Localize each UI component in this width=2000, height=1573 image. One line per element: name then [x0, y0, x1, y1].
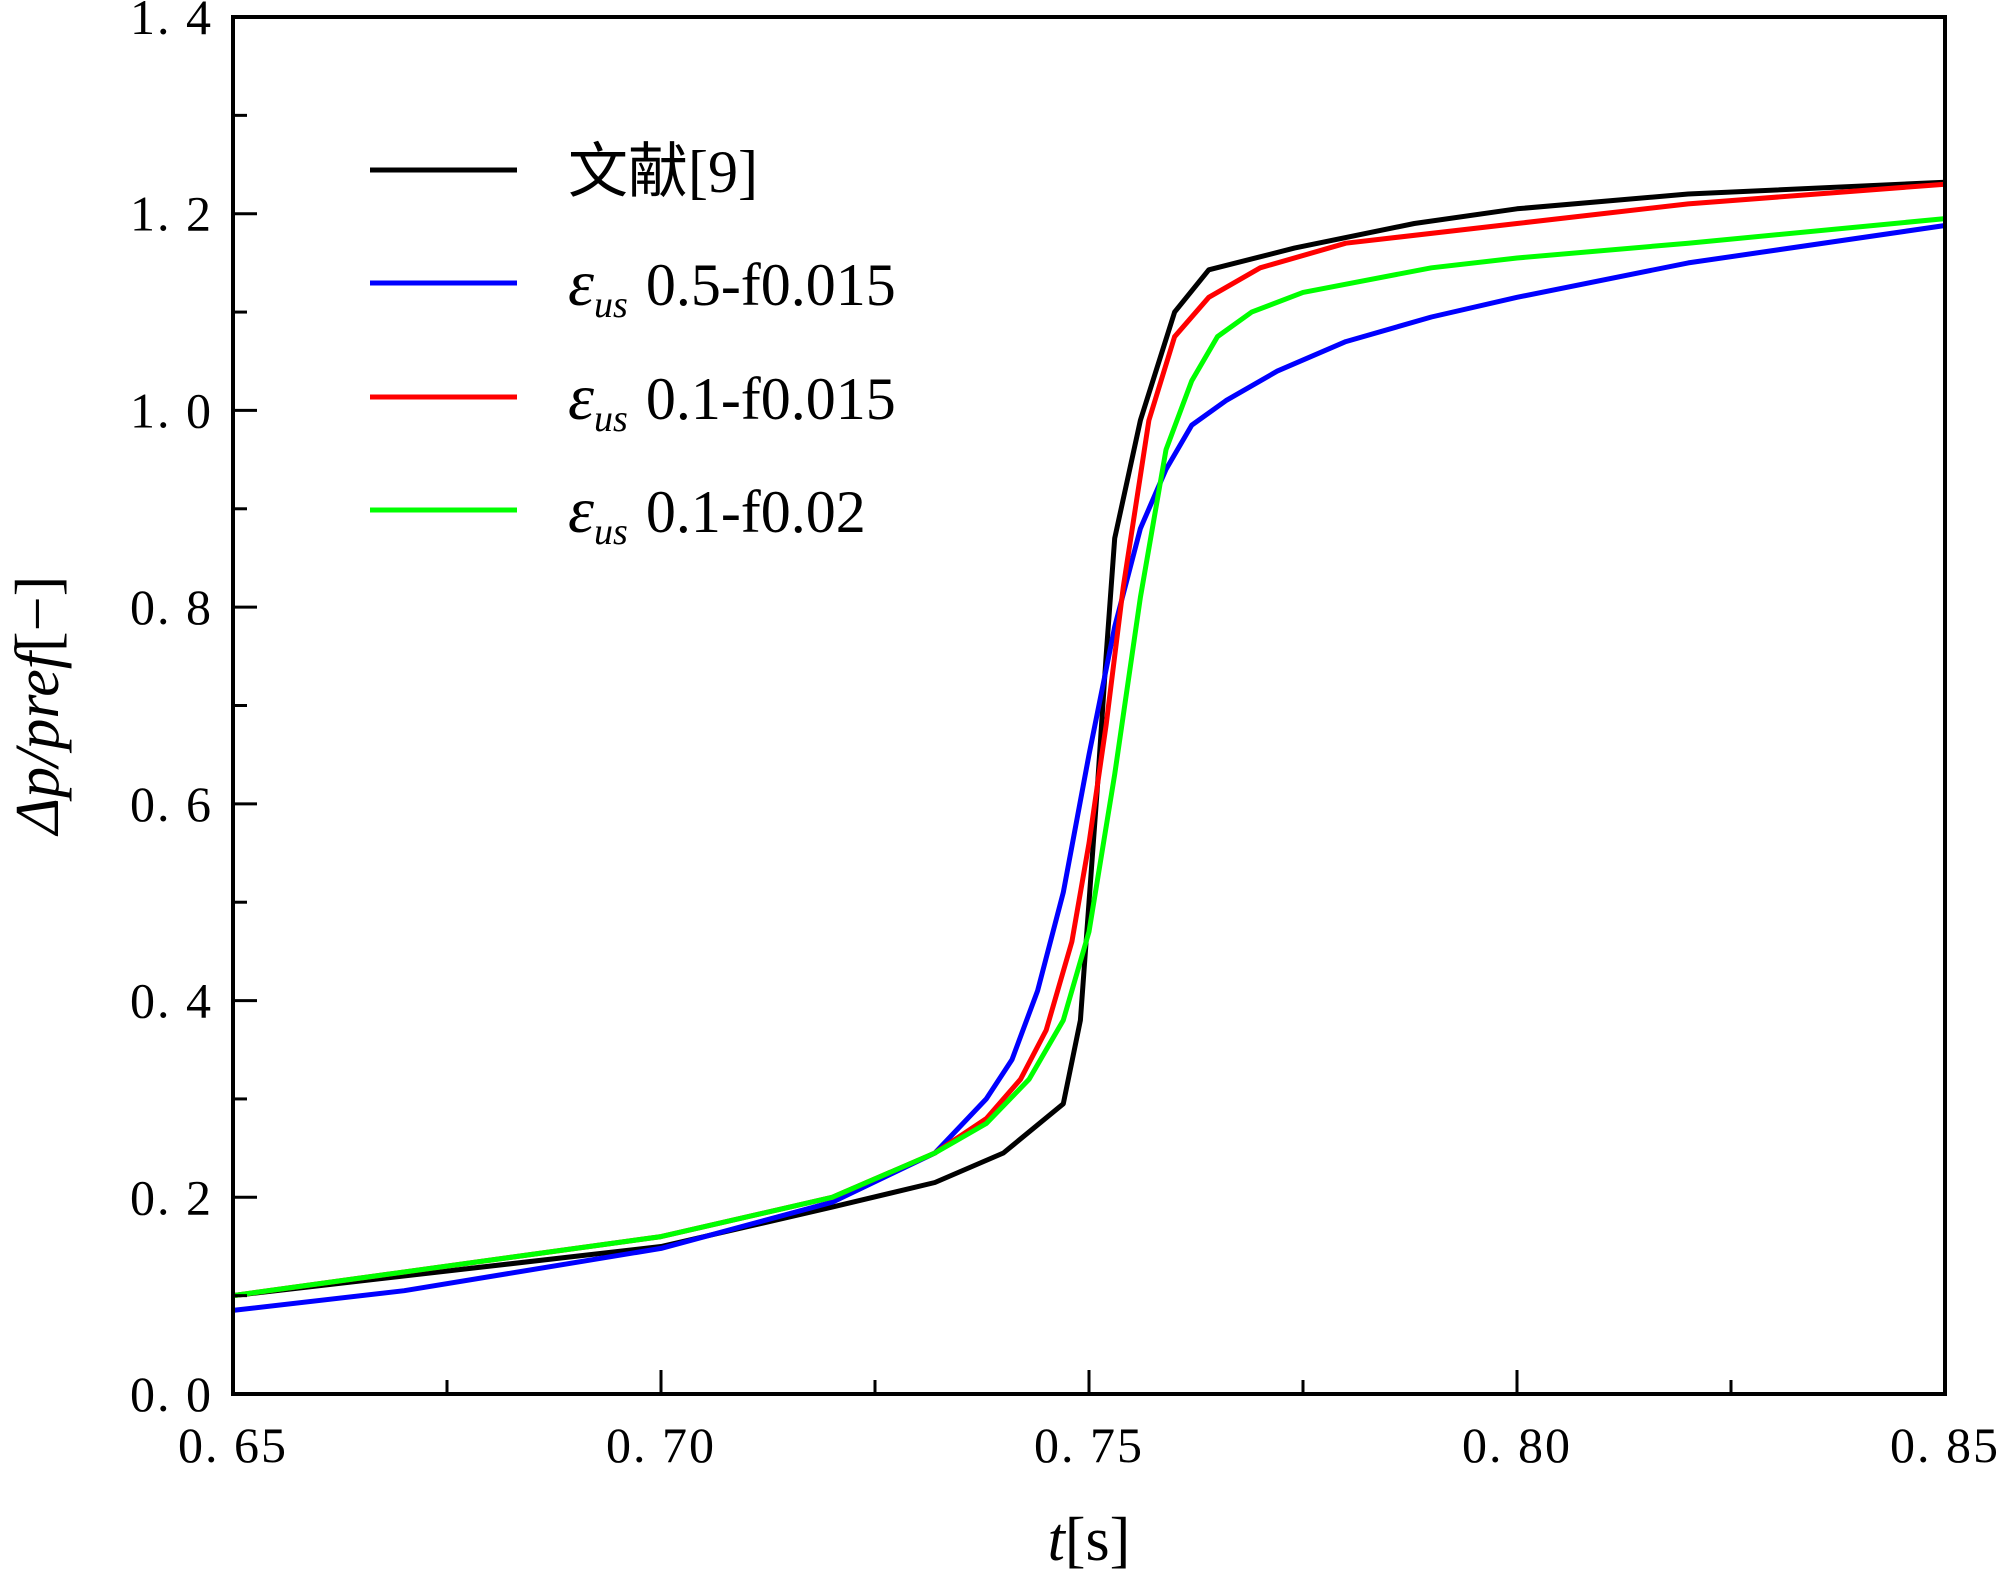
legend-entry: εus 0.1-f0.015 [568, 361, 896, 440]
y-tick-label: 0. 0 [130, 1366, 213, 1422]
x-axis-label: t[s] [1048, 1506, 1131, 1573]
legend-entry: εus 0.1-f0.02 [568, 474, 866, 553]
series-layer [232, 179, 1946, 1313]
series-line-1 [232, 223, 1946, 1313]
y-tick-label: 1. 0 [130, 382, 213, 438]
legend-entry: 文献[9] [568, 139, 758, 205]
y-tick-label: 1. 4 [130, 0, 213, 45]
x-tick-label: 0. 85 [1890, 1417, 2000, 1473]
y-tick-label: 1. 2 [130, 186, 213, 242]
x-tick-label: 0. 75 [1034, 1417, 1144, 1473]
legend: 文献[9] εus 0.5-f0.015 εus 0.1-f0.015 εus 0.1-f0… [370, 139, 896, 553]
y-tick-label: 0. 8 [130, 579, 213, 635]
y-axis-label: Δp/pref[−] [4, 576, 72, 837]
x-tick-label: 0. 65 [178, 1417, 288, 1473]
y-tick-label: 0. 4 [130, 973, 213, 1029]
x-tick-label: 0. 70 [606, 1417, 716, 1473]
y-tick-label: 0. 2 [130, 1169, 213, 1225]
plot-frame [231, 15, 1947, 1396]
y-tick-label: 0. 6 [130, 776, 213, 832]
legend-entry: εus 0.5-f0.015 [568, 247, 896, 326]
series-line-3 [232, 216, 1946, 1299]
ticks-layer: 0. 65 0. 70 0. 75 0. 80 0. 85 0. 0 0. 2 0. 4 0. … [130, 0, 2000, 1473]
series-line-2 [232, 181, 1946, 1299]
series-line-0 [232, 179, 1946, 1299]
x-tick-label: 0. 80 [1462, 1417, 1572, 1473]
